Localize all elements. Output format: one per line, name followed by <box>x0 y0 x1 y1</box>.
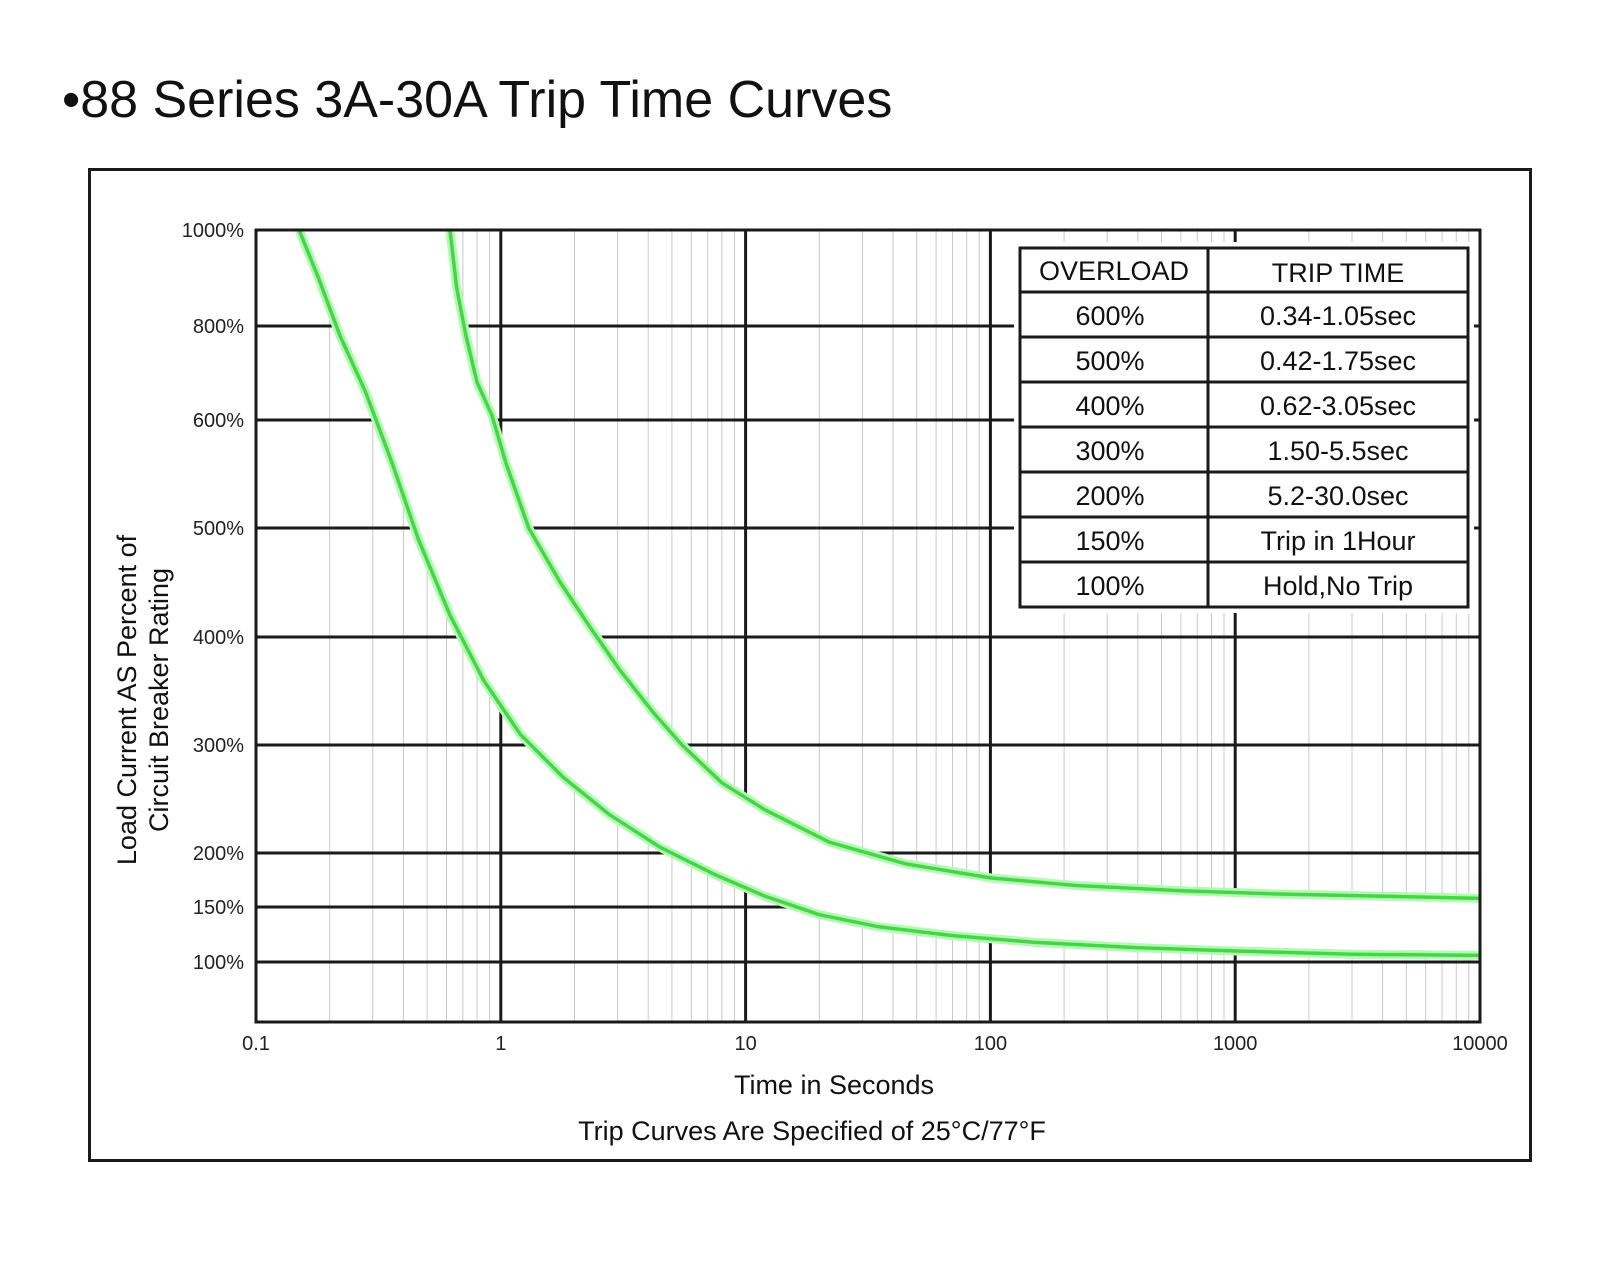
y-tick-label: 1000% <box>182 220 244 242</box>
x-tick-label: 10000 <box>1452 1033 1508 1055</box>
table-cell-overload: 400% <box>1075 391 1144 421</box>
trip-curve-1 <box>297 229 1481 958</box>
y-axis-title: Load Current AS Percent of Circuit Breake… <box>112 534 174 865</box>
x-axis-title: Time in Seconds <box>734 1070 934 1100</box>
y-tick-label: 800% <box>193 316 244 338</box>
x-tick-label: 0.1 <box>242 1033 270 1055</box>
table-cell-trip-time: 0.62-3.05sec <box>1260 391 1416 421</box>
y-axis-title-line: Load Current AS Percent of <box>112 534 142 865</box>
trip-curve-2 <box>448 229 1481 901</box>
y-tick-label: 300% <box>193 735 244 757</box>
y-tick-label: 500% <box>193 518 244 540</box>
plot-border <box>254 228 1482 1024</box>
table-cell-overload: 100% <box>1075 571 1144 601</box>
table-cell-trip-time: 0.42-1.75sec <box>1260 346 1416 376</box>
table-cell-overload: 600% <box>1075 301 1144 331</box>
x-tick-label: 100 <box>974 1033 1007 1055</box>
table-cell-trip-time: 1.50-5.5sec <box>1267 436 1408 466</box>
table-cell-trip-time: Hold,No Trip <box>1263 571 1413 601</box>
table-header-overload: OVERLOAD <box>1039 256 1189 286</box>
table-header-trip-time: TRIP TIME <box>1272 258 1405 288</box>
table-cell-trip-time: 5.2-30.0sec <box>1267 481 1408 511</box>
x-tick-label: 1 <box>495 1033 506 1055</box>
y-tick-label: 600% <box>193 410 244 432</box>
table-cell-overload: 150% <box>1075 526 1144 556</box>
table-cell-overload: 500% <box>1075 346 1144 376</box>
y-tick-label: 150% <box>193 897 244 919</box>
y-axis-title-line: Circuit Breaker Rating <box>144 568 174 832</box>
y-tick-label: 200% <box>193 843 244 865</box>
table-cell-overload: 300% <box>1075 436 1144 466</box>
page-title: •88 Series 3A-30A Trip Time Curves <box>62 71 893 129</box>
y-tick-label: 400% <box>193 627 244 649</box>
x-tick-label: 1000 <box>1213 1033 1258 1055</box>
x-tick-label: 10 <box>734 1033 756 1055</box>
chart-footnote: Trip Curves Are Specified of 25°C/77°F <box>578 1116 1046 1146</box>
table-cell-trip-time: Trip in 1Hour <box>1260 526 1415 556</box>
table-cell-trip-time: 0.34-1.05sec <box>1260 301 1416 331</box>
chart-frame <box>88 168 1532 1162</box>
table-cell-overload: 200% <box>1075 481 1144 511</box>
y-tick-label: 100% <box>193 952 244 974</box>
trip-band <box>299 230 1480 956</box>
